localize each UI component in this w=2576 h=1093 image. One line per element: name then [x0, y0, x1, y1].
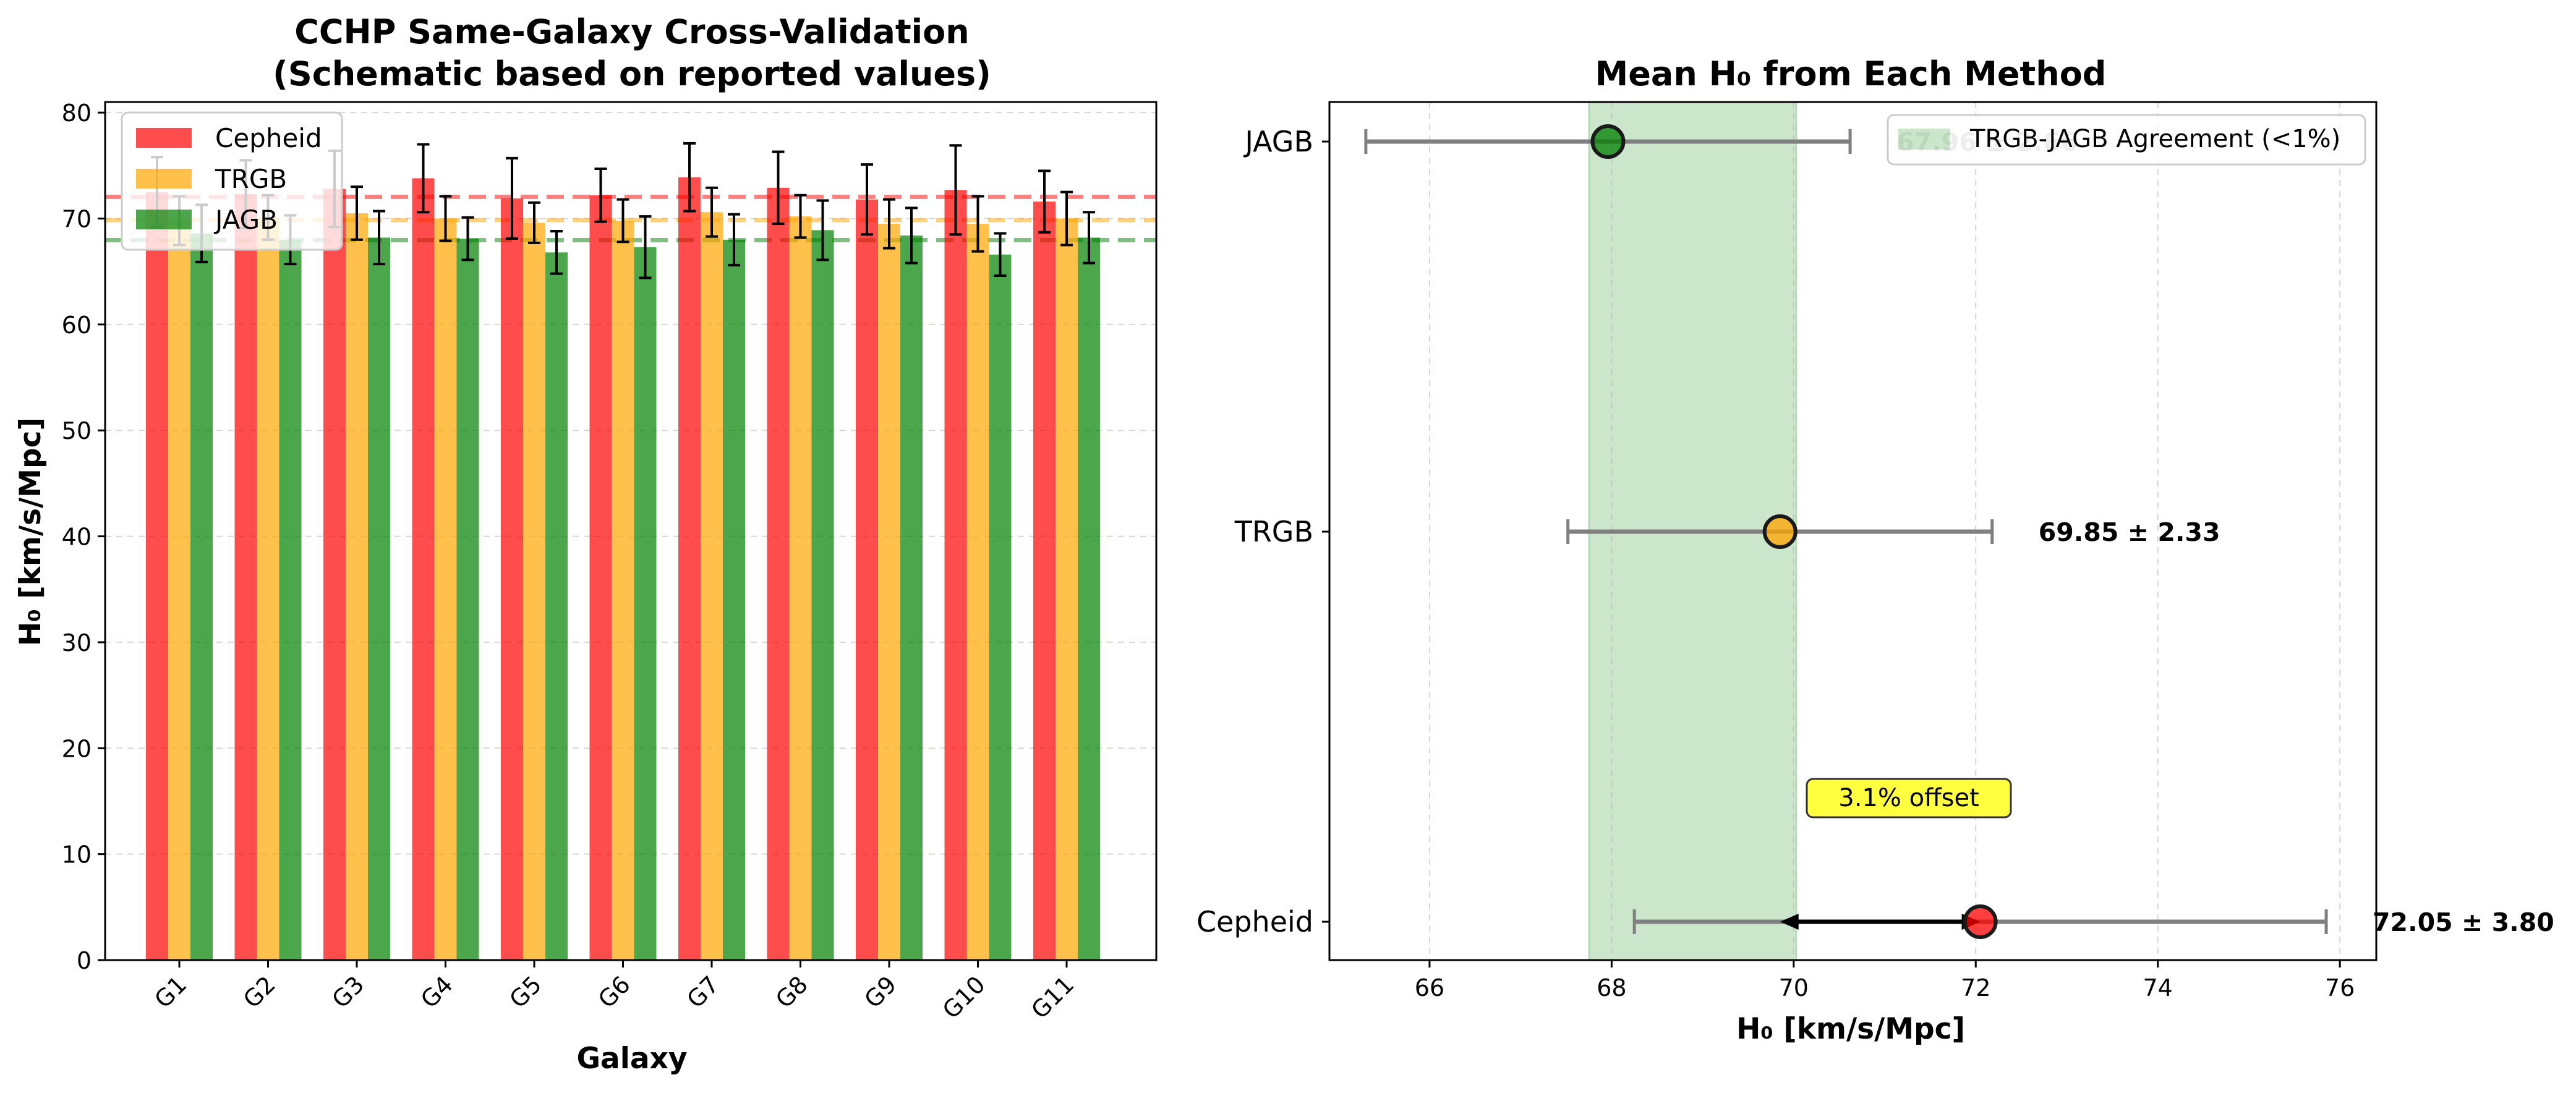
left-y-tick-label: 0	[77, 947, 92, 974]
legend-swatch-jagb	[136, 210, 192, 229]
right-legend: TRGB-JAGB Agreement (<1%)	[1887, 114, 2366, 166]
right-x-axis-label: H₀ [km/s/Mpc]	[1736, 1012, 1965, 1046]
value-label-trgb: 69.85 ± 2.33	[2039, 517, 2220, 547]
bar-cepheid	[146, 192, 168, 961]
bar-trgb	[523, 223, 545, 960]
bar-cepheid	[856, 199, 878, 960]
right-title: Mean H₀ from Each Method	[1595, 54, 2107, 93]
point-cepheid	[1963, 904, 1998, 939]
bar-cepheid	[589, 195, 612, 961]
annotation-box	[1806, 778, 2012, 819]
bar-trgb	[878, 224, 900, 960]
bar-jagb	[811, 230, 834, 960]
bar-jagb	[368, 237, 390, 960]
bar-cepheid	[234, 194, 257, 960]
right-x-ticks: 66 68 70 72 74 76	[1415, 960, 2355, 1002]
bar-jagb	[723, 239, 745, 961]
right-x-tick-label: 74	[2143, 974, 2172, 1002]
bar-cepheid	[944, 190, 967, 960]
bar-jagb	[279, 239, 302, 961]
left-y-tick-label: 30	[62, 629, 92, 657]
right-legend-label: TRGB-JAGB Agreement (<1%)	[1969, 125, 2340, 153]
left-title-line1: CCHP Same-Galaxy Cross-Validation	[294, 12, 969, 51]
bar-trgb	[1056, 218, 1078, 960]
left-y-tick-label: 20	[62, 735, 92, 762]
right-points	[1590, 124, 1998, 939]
left-x-axis-label: Galaxy	[576, 1042, 687, 1076]
arrow-head-left	[1780, 914, 1799, 930]
bar-jagb	[989, 254, 1012, 960]
bar-jagb	[456, 239, 479, 960]
bar-jagb	[190, 233, 213, 961]
offset-annotation: 3.1% offset	[1806, 778, 2012, 819]
bar-jagb	[900, 235, 923, 960]
value-label-cepheid: 72.05 ± 3.80	[2373, 908, 2554, 937]
left-legend: Cepheid TRGB JAGB	[121, 111, 343, 251]
left-y-tick-label: 10	[62, 841, 92, 869]
point-trgb	[1762, 514, 1798, 549]
bar-cepheid	[323, 189, 346, 961]
right-axes-frame	[1328, 101, 2378, 961]
left-axes-frame	[104, 101, 1158, 961]
left-bars	[146, 177, 1100, 961]
left-y-tick-label: 50	[62, 417, 92, 444]
bar-trgb	[966, 224, 989, 960]
right-x-tick-label: 72	[1961, 974, 1990, 1002]
left-y-tick-label: 40	[62, 524, 92, 551]
bar-trgb	[346, 213, 368, 961]
bar-jagb	[634, 247, 657, 960]
bar-jagb	[545, 252, 568, 961]
bar-cepheid	[501, 198, 523, 960]
right-legend-swatch	[1898, 129, 1950, 150]
bar-trgb	[257, 217, 279, 960]
left-y-ticks: 0 10 20 30 40 50 60 70 80	[62, 100, 105, 974]
annotation-text: 3.1% offset	[1838, 784, 1979, 812]
bar-trgb	[168, 220, 190, 960]
left-y-tick-label: 60	[62, 312, 92, 339]
legend-label-trgb: TRGB	[215, 164, 287, 194]
bar-cepheid	[767, 187, 790, 960]
right-y-tick-label: TRGB	[1234, 515, 1313, 548]
legend-swatch-cepheid	[136, 128, 192, 148]
right-y-tick-label: JAGB	[1243, 125, 1313, 158]
bar-trgb	[612, 220, 634, 960]
bar-trgb	[789, 216, 812, 961]
right-x-tick-label: 76	[2325, 974, 2355, 1002]
point-jagb	[1590, 124, 1626, 159]
left-title-line2: (Schematic based on reported values)	[273, 54, 991, 93]
right-x-tick-label: 68	[1597, 974, 1626, 1002]
left-y-axis-label: H₀ [km/s/Mpc]	[14, 417, 48, 646]
right-x-tick-label: 66	[1415, 974, 1444, 1002]
legend-label-cepheid: Cepheid	[215, 123, 322, 153]
left-y-tick-label: 70	[62, 205, 92, 232]
right-legend-frame	[1887, 114, 2366, 166]
bar-cepheid	[1033, 202, 1056, 960]
bar-trgb	[701, 212, 723, 960]
legend-label-jagb: JAGB	[213, 205, 278, 235]
bar-cepheid	[412, 178, 435, 960]
bar-trgb	[434, 218, 457, 960]
right-y-tick-label: Cepheid	[1196, 905, 1313, 938]
right-x-tick-label: 70	[1779, 974, 1809, 1002]
left-y-tick-label: 80	[62, 100, 92, 127]
legend-swatch-trgb	[136, 169, 192, 189]
bar-cepheid	[678, 177, 701, 960]
right-y-ticks: Cepheid TRGB JAGB	[1196, 125, 1329, 938]
bar-jagb	[1078, 237, 1100, 960]
right-chart: Mean H₀ from Each Method 72.05 ± 3.80 69.…	[1196, 54, 2554, 1046]
